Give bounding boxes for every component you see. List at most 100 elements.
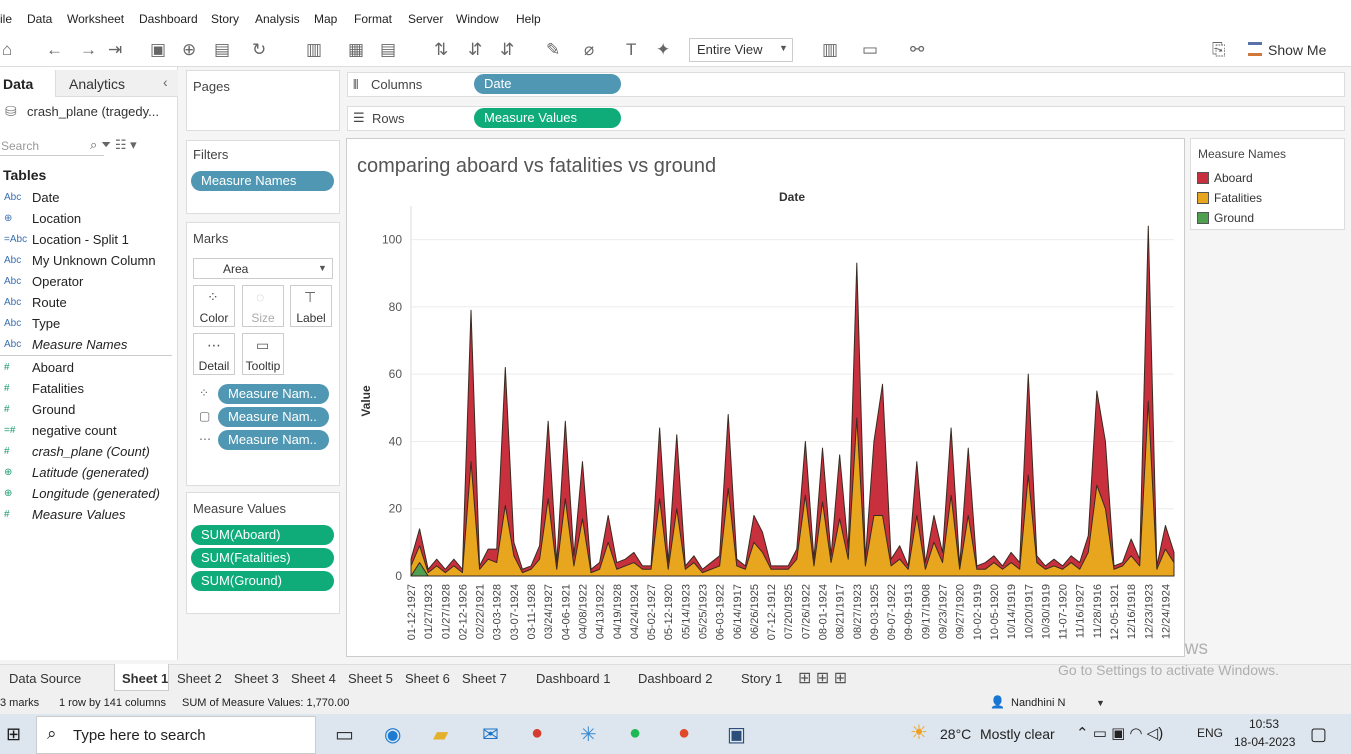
field[interactable]: negative count <box>32 423 117 438</box>
pill[interactable]: SUM(Fatalities) <box>191 548 334 568</box>
field[interactable]: crash_plane (Count) <box>32 444 150 459</box>
mark-button-label[interactable]: Color <box>199 311 229 325</box>
field[interactable]: Aboard <box>32 360 74 375</box>
field[interactable]: Fatalities <box>32 381 85 396</box>
taskbar-app[interactable]: ▰ <box>433 724 449 746</box>
pane-tab[interactable]: Analytics <box>69 76 126 92</box>
data-source[interactable]: crash_plane (tragedy... <box>27 104 159 119</box>
toolbar-icon[interactable]: ⇥ <box>108 40 123 59</box>
mark-button-label[interactable]: Detail <box>198 359 230 373</box>
taskbar-search[interactable]: Type here to search <box>73 727 206 744</box>
menu-item[interactable]: Format <box>354 12 393 26</box>
start-button[interactable]: ⊞ <box>6 724 22 744</box>
toolbar-icon[interactable]: ▭ <box>862 40 879 59</box>
toolbar-icon[interactable]: ⎘ <box>1212 40 1226 59</box>
field[interactable]: Ground <box>32 402 76 417</box>
toolbar-icon[interactable]: ⇵ <box>468 40 483 59</box>
toolbar-icon[interactable]: ⇅ <box>434 40 449 59</box>
toolbar-icon[interactable]: ▤ <box>214 40 231 59</box>
mark-button-label[interactable]: Label <box>296 311 326 325</box>
legend-entry[interactable]: Aboard <box>1214 171 1253 185</box>
sheet-tab[interactable]: Sheet 4 <box>291 671 336 686</box>
pill[interactable]: Measure Values <box>474 108 621 128</box>
taskbar-app[interactable]: ◉ <box>384 724 402 746</box>
sheet-tab[interactable]: Story 1 <box>741 671 783 686</box>
menu-item[interactable]: Help <box>516 12 541 26</box>
toolbar-icon[interactable]: ⚯ <box>910 40 925 59</box>
mark-type-text[interactable]: Area <box>223 262 249 276</box>
toolbar-icon[interactable]: ⌀ <box>584 40 595 59</box>
pill[interactable]: Measure Nam.. <box>218 407 329 427</box>
new-tab-icons[interactable]: ⊞ ⊞ ⊞ <box>798 670 848 687</box>
field[interactable]: Longitude (generated) <box>32 486 160 501</box>
taskbar-app[interactable]: ● <box>678 722 691 744</box>
menu-item[interactable]: Dashboard <box>139 12 198 26</box>
toolbar-icon[interactable]: → <box>80 40 97 59</box>
toolbar-icon[interactable]: ⇵ <box>500 40 515 59</box>
pill[interactable]: SUM(Aboard) <box>191 525 334 545</box>
field[interactable]: My Unknown Column <box>32 253 156 268</box>
taskbar-app[interactable]: ✳ <box>580 724 597 746</box>
legend-entry[interactable]: Fatalities <box>1214 191 1263 205</box>
menu-item[interactable]: Window <box>456 12 499 26</box>
sheet-tab[interactable]: Sheet 1 <box>122 671 169 686</box>
toolbar-icon[interactable]: T <box>626 40 637 59</box>
pill[interactable]: SUM(Ground) <box>191 571 334 591</box>
toolbar-icon[interactable]: ← <box>46 40 63 59</box>
toolbar-icon[interactable]: ⊕ <box>182 40 197 59</box>
toolbar-icon[interactable]: ▦ <box>348 40 365 59</box>
sheet-tab[interactable]: Dashboard 2 <box>638 671 713 686</box>
taskbar-app[interactable]: ● <box>629 722 642 744</box>
toolbar-icon[interactable]: ▥ <box>822 40 839 59</box>
toolbar-icon[interactable]: ▥ <box>306 40 323 59</box>
field[interactable]: Route <box>32 295 67 310</box>
tray-icons[interactable]: ⌃ ▭ ▣ ◠ ◁) <box>1076 725 1164 742</box>
pill[interactable]: Measure Nam.. <box>218 430 329 450</box>
pill[interactable]: Date <box>474 74 621 94</box>
taskbar-app[interactable]: ▣ <box>727 724 746 746</box>
sheet-tab[interactable]: Sheet 7 <box>462 671 507 686</box>
toolbar-icon[interactable]: ▤ <box>380 40 397 59</box>
field[interactable]: Operator <box>32 274 84 289</box>
toolbar-icon[interactable]: ✦ <box>656 40 671 59</box>
sheet-tab[interactable]: Sheet 2 <box>177 671 222 686</box>
notification[interactable]: ▢ <box>1310 724 1328 744</box>
mark-button-label[interactable]: Tooltip <box>245 359 281 373</box>
field[interactable]: Location <box>32 211 82 226</box>
sheet-tab[interactable]: Sheet 3 <box>234 671 279 686</box>
x-tick-label: 05/25/1923 <box>697 584 709 639</box>
field[interactable]: Date <box>32 190 60 205</box>
sheet-tab[interactable]: Sheet 5 <box>348 671 393 686</box>
pill[interactable]: Measure Nam.. <box>218 384 329 404</box>
field[interactable]: Latitude (generated) <box>32 465 150 480</box>
field[interactable]: Location - Split 1 <box>32 232 129 247</box>
pill[interactable]: Measure Names <box>191 171 334 191</box>
toolbar-icon[interactable]: ▣ <box>150 40 167 59</box>
user[interactable]: Nandhini N <box>1011 697 1066 709</box>
collapse-icon[interactable]: ‹ <box>163 74 168 90</box>
menu-item[interactable]: ile <box>0 12 13 26</box>
sheet-tab[interactable]: Dashboard 1 <box>536 671 611 686</box>
taskbar-app[interactable]: ✉ <box>482 724 499 746</box>
menu-item[interactable]: Worksheet <box>67 12 125 26</box>
show-me[interactable]: Show Me <box>1268 42 1327 58</box>
field[interactable]: Type <box>32 316 61 331</box>
taskbar-app[interactable]: ▭ <box>335 724 354 746</box>
sheet-tab[interactable]: Data Source <box>9 671 82 686</box>
view-dropdown-text[interactable]: Entire View <box>697 42 763 57</box>
field[interactable]: Measure Names <box>32 337 128 352</box>
menu-item[interactable]: Server <box>408 12 444 26</box>
toolbar-icon[interactable]: ↻ <box>252 40 267 59</box>
menu-item[interactable]: Data <box>27 12 53 26</box>
pane-tab[interactable]: Data <box>3 76 34 92</box>
search[interactable]: Search <box>1 139 40 153</box>
legend-entry[interactable]: Ground <box>1214 211 1255 225</box>
menu-item[interactable]: Story <box>211 12 240 26</box>
taskbar-app[interactable]: ● <box>531 722 544 744</box>
menu-item[interactable]: Analysis <box>255 12 300 26</box>
field[interactable]: Measure Values <box>32 507 126 522</box>
menu-item[interactable]: Map <box>314 12 338 26</box>
sheet-tab[interactable]: Sheet 6 <box>405 671 450 686</box>
toolbar-icon[interactable]: ⌂ <box>2 40 13 59</box>
toolbar-icon[interactable]: ✎ <box>546 40 561 59</box>
